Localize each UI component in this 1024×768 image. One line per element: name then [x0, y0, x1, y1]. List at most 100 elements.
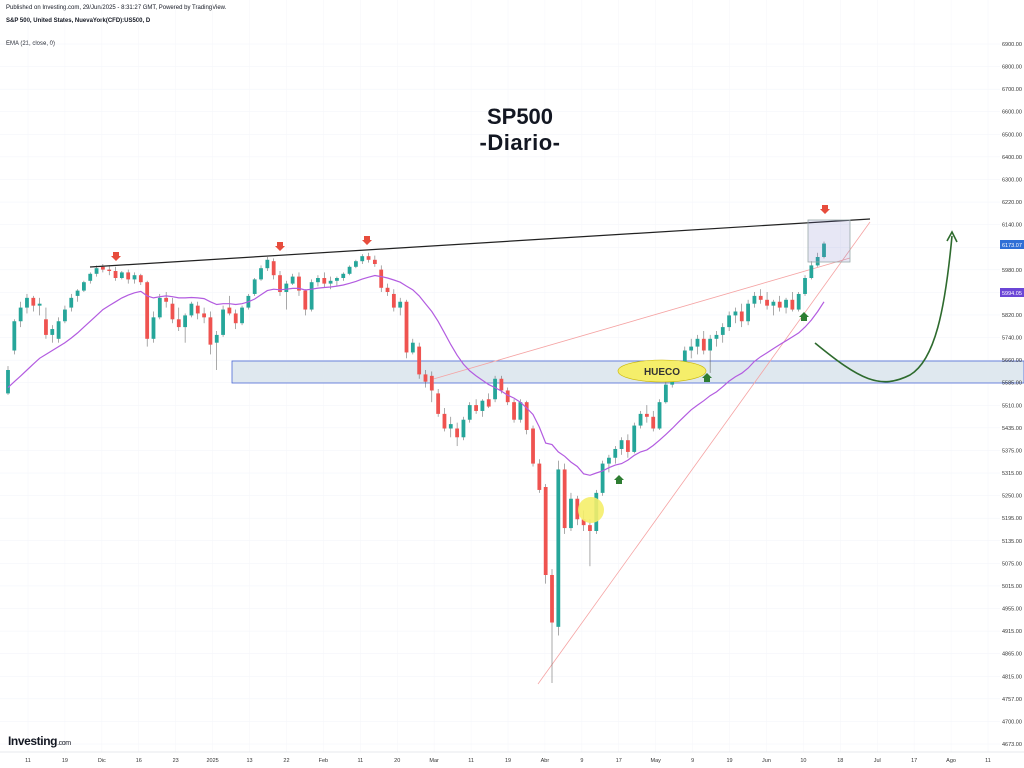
candle-body — [689, 346, 694, 351]
candle-body — [575, 498, 580, 520]
x-tick-label: 18 — [837, 758, 843, 764]
y-tick-label: 6800.00 — [1002, 65, 1022, 71]
ema-price-label: 5994.05 — [1002, 291, 1022, 297]
candle-body — [448, 424, 453, 429]
candle-body — [423, 374, 428, 382]
y-tick-label: 5195.00 — [1002, 516, 1022, 522]
chart-title-block: SP500 -Diario- — [440, 104, 600, 156]
candle-body — [524, 402, 529, 430]
candle-body — [265, 259, 270, 269]
y-tick-label: 5980.00 — [1002, 268, 1022, 274]
candle-body — [50, 329, 55, 335]
last-price-label: 6173.07 — [1002, 243, 1022, 249]
y-tick-label: 5250.00 — [1002, 494, 1022, 500]
y-tick-label: 6700.00 — [1002, 87, 1022, 93]
x-tick-label: Feb — [319, 758, 328, 764]
candle-body — [341, 273, 346, 278]
down-arrow-icon — [111, 252, 121, 261]
down-arrow-icon — [275, 242, 285, 251]
candle-body — [271, 261, 276, 276]
candle-body — [480, 400, 485, 411]
candle-body — [145, 282, 150, 339]
candle-body — [455, 428, 460, 438]
candle-body — [493, 378, 497, 400]
symbol-info: S&P 500, United States, NuevaYork(CFD):U… — [6, 18, 151, 24]
y-tick-label: 5585.00 — [1002, 381, 1022, 387]
candle-body — [12, 321, 17, 351]
candle-body — [372, 259, 377, 264]
candle-body — [537, 463, 542, 490]
candle-body — [214, 334, 219, 343]
candle-body — [619, 440, 624, 449]
x-tick-label: Ago — [946, 758, 956, 764]
x-tick-label: Jun — [762, 758, 771, 764]
candles — [6, 241, 826, 683]
candle-body — [176, 319, 181, 328]
candle-body — [82, 282, 86, 291]
x-tick-label: 9 — [580, 758, 583, 764]
candle-body — [347, 266, 352, 274]
candle-body — [183, 315, 188, 328]
candle-body — [75, 290, 80, 296]
candle-body — [758, 295, 763, 300]
candle-body — [195, 305, 200, 314]
candle-body — [613, 448, 618, 458]
x-tick-label: Dic — [98, 758, 106, 764]
y-tick-label: 4673.00 — [1002, 742, 1022, 748]
candle-body — [436, 393, 441, 414]
projection-curve — [814, 235, 953, 383]
candle-body — [233, 313, 238, 324]
x-tick-label: 11 — [25, 758, 31, 764]
candle-body — [720, 327, 725, 335]
ema-price-tag — [1000, 288, 1024, 297]
candle-body — [461, 419, 466, 438]
x-tick-label: 17 — [911, 758, 917, 764]
candle-body — [765, 299, 769, 306]
candle-body — [157, 297, 162, 318]
y-tick-label: 6140.00 — [1002, 223, 1022, 229]
y-tick-label: 5820.00 — [1002, 313, 1022, 319]
chart-grid — [0, 43, 1000, 745]
x-tick-label: 11 — [357, 758, 363, 764]
x-tick-label: May — [650, 758, 661, 764]
gap-circle — [578, 497, 604, 523]
candle-body — [803, 278, 807, 294]
candle-body — [316, 278, 320, 283]
hueco-ellipse — [617, 359, 707, 383]
candle-body — [695, 338, 700, 347]
candle-body — [391, 293, 396, 308]
candle-body — [303, 290, 308, 310]
candle-body — [600, 463, 605, 493]
candle-body — [37, 303, 42, 306]
y-tick-label: 5510.00 — [1002, 403, 1022, 409]
x-tick-label: 13 — [246, 758, 252, 764]
candle-body — [632, 425, 637, 452]
candle-body — [379, 269, 384, 288]
chart-title: SP500 — [486, 104, 554, 129]
candle-body — [18, 307, 23, 322]
candle-body — [708, 338, 713, 351]
highlight-box — [807, 219, 851, 263]
candle-body — [784, 299, 788, 308]
hueco-label: HUECO — [644, 367, 680, 378]
logo-suffix: .com — [57, 740, 71, 747]
candle-body — [543, 487, 548, 575]
candle-body — [417, 346, 422, 375]
y-tick-label: 6600.00 — [1002, 110, 1022, 116]
y-tick-label: 5740.00 — [1002, 336, 1022, 342]
x-tick-label: 20 — [394, 758, 400, 764]
candle-body — [56, 321, 61, 339]
candle-body — [429, 375, 434, 391]
candle-body — [328, 280, 333, 284]
candle-body — [796, 293, 801, 310]
candle-body — [467, 405, 472, 420]
resistance-line — [89, 218, 871, 268]
candle-body — [31, 297, 36, 306]
candle-body — [588, 525, 592, 531]
signal-arrows — [111, 205, 830, 484]
y-tick-label: 4700.00 — [1002, 719, 1022, 725]
down-arrow-icon — [362, 236, 372, 245]
x-tick-label: 19 — [505, 758, 511, 764]
candle-body — [701, 338, 706, 351]
